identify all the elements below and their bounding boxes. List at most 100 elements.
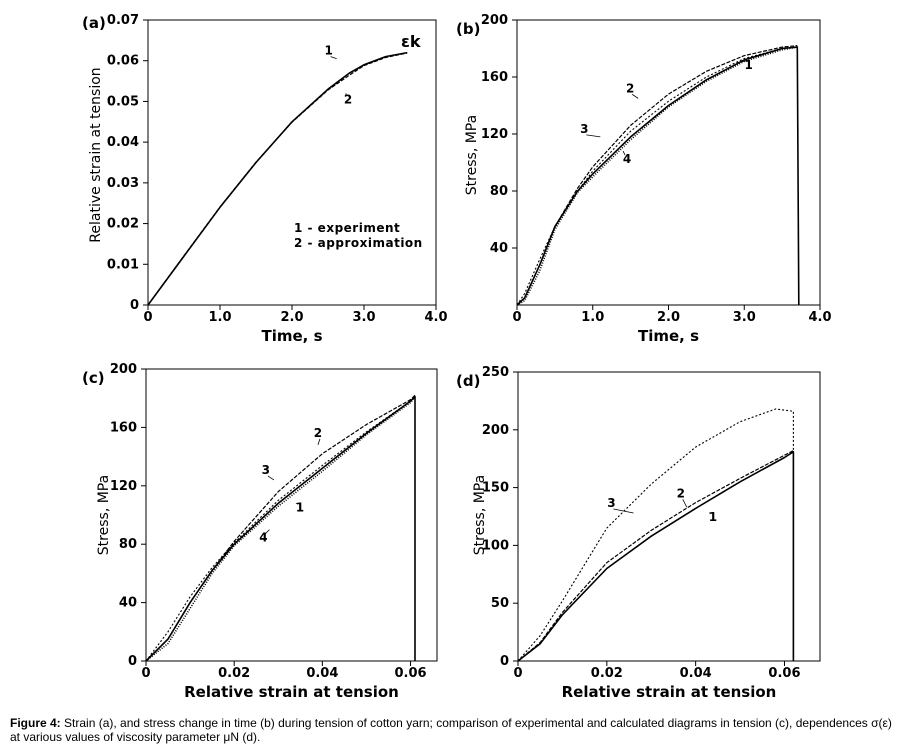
- chart-panel-c: (c) 0 0.02 0.04 0.06 0 40 80 120 160 200 Relative s…: [82, 362, 438, 701]
- end-strain-annotation: εk: [401, 32, 421, 51]
- y-axis-label: Stress, MPa: [96, 475, 112, 555]
- panel-label: (c): [82, 369, 105, 387]
- legend-entry: 2 - approximation: [294, 236, 423, 250]
- x-tick-label: 4.0: [808, 310, 831, 325]
- plot-frame: [517, 371, 821, 662]
- y-tick-label: 80: [490, 184, 508, 199]
- curve-label-4: 4: [259, 531, 267, 545]
- series-line-1: [145, 395, 416, 662]
- y-tick-label: 0: [128, 654, 137, 669]
- y-tick-label: 0.06: [107, 54, 139, 69]
- series-line-3: [145, 396, 416, 662]
- curve-label-leader: [586, 134, 601, 138]
- series-line-3: [517, 408, 794, 662]
- y-tick-label: 50: [491, 596, 509, 611]
- series-line-1: [517, 450, 795, 662]
- curve-label-leader: [613, 508, 634, 514]
- curve-label-leader: [265, 529, 270, 534]
- x-tick-label: 0: [141, 666, 150, 681]
- plot-frame: [147, 19, 437, 306]
- curve-label-leader: [317, 438, 321, 446]
- x-tick-label: 0: [143, 310, 152, 325]
- curve-label-2: 2: [344, 92, 352, 106]
- y-axis-label: Relative strain at tension: [88, 67, 104, 242]
- curve-label-leader: [736, 60, 747, 64]
- curve-label-3: 3: [262, 463, 270, 477]
- curve-label-leader: [267, 475, 275, 481]
- x-tick-label: 1.0: [208, 310, 231, 325]
- curve-label-3: 3: [580, 122, 588, 136]
- series-line-2: [517, 450, 794, 662]
- series-line-2: [516, 45, 798, 306]
- curve-label-leader: [682, 499, 688, 508]
- figure-caption: Figure 4: Strain (a), and stress change …: [10, 716, 902, 744]
- y-tick-label: 40: [119, 596, 137, 611]
- y-tick-label: 100: [482, 538, 509, 553]
- series-line-2: [145, 394, 416, 662]
- x-tick-label: 3.0: [733, 310, 756, 325]
- y-tick-label: 0.02: [107, 217, 139, 232]
- y-axis-label: Stress, MPa: [464, 115, 480, 195]
- curve-label-leader: [622, 150, 626, 156]
- x-axis-label: Time, s: [261, 327, 322, 345]
- x-axis-label: Time, s: [638, 327, 699, 345]
- panel-label: (a): [82, 14, 106, 32]
- y-tick-label: 160: [481, 70, 508, 85]
- chart-panel-b: (b) 0 1.0 2.0 3.0 4.0 40 80 120 160 200 Time, s Stre…: [456, 13, 832, 345]
- y-tick-label: 0.04: [107, 135, 139, 150]
- y-tick-label: 120: [110, 479, 137, 494]
- series-line-2: [147, 52, 408, 306]
- x-axis-label: Relative strain at tension: [562, 683, 777, 701]
- y-tick-label: 160: [110, 420, 137, 435]
- y-tick-label: 0: [130, 298, 139, 313]
- y-tick-label: 200: [110, 362, 137, 377]
- plot-frame: [145, 368, 438, 662]
- curve-label-leader: [631, 94, 639, 99]
- y-tick-label: 0: [500, 654, 509, 669]
- y-tick-label: 120: [481, 127, 508, 142]
- y-tick-label: 0.07: [107, 13, 139, 28]
- x-axis-label: Relative strain at tension: [184, 683, 399, 701]
- series-line-4: [145, 396, 416, 662]
- y-tick-label: 200: [481, 13, 508, 28]
- y-axis-label: Stress, MPa: [472, 475, 488, 555]
- x-tick-label: 0.02: [218, 666, 250, 681]
- y-tick-label: 0.01: [107, 257, 139, 272]
- x-tick-label: 2.0: [657, 310, 680, 325]
- x-tick-label: 0.02: [591, 666, 623, 681]
- curve-label-1: 1: [296, 500, 304, 514]
- x-tick-label: 0.06: [395, 666, 427, 681]
- curve-label-2: 2: [677, 486, 685, 500]
- curve-label-2: 2: [626, 81, 634, 95]
- series-line-3: [516, 46, 798, 306]
- y-tick-label: 40: [490, 241, 508, 256]
- curve-label-2: 2: [314, 426, 322, 440]
- y-tick-label: 150: [482, 481, 509, 496]
- curve-label-1: 1: [709, 510, 717, 524]
- x-tick-label: 0.04: [680, 666, 712, 681]
- curve-label-1: 1: [744, 58, 752, 72]
- x-tick-label: 0: [513, 666, 522, 681]
- x-tick-label: 0.04: [306, 666, 338, 681]
- x-tick-label: 0.06: [768, 666, 800, 681]
- caption-label: Figure 4:: [10, 716, 61, 730]
- y-tick-label: 80: [119, 537, 137, 552]
- series-line-1: [516, 46, 800, 306]
- curve-label-4: 4: [623, 152, 631, 166]
- curve-label-3: 3: [607, 496, 615, 510]
- y-tick-label: 200: [482, 423, 509, 438]
- x-tick-label: 0: [512, 310, 521, 325]
- panel-label: (d): [456, 372, 480, 390]
- figure-4: (a) 0 1.0 2.0 3.0 4.0 0 0.01 0.02 0.03 0.04 0.05 0.0…: [82, 13, 832, 701]
- x-tick-label: 2.0: [280, 310, 303, 325]
- caption-text: Strain (a), and stress change in time (b…: [10, 716, 892, 744]
- plot-frame: [516, 19, 821, 306]
- panel-label: (b): [456, 20, 480, 38]
- x-tick-label: 4.0: [424, 310, 447, 325]
- y-tick-label: 250: [482, 365, 509, 380]
- series-line-1: [147, 51, 408, 306]
- curve-label-1: 1: [324, 44, 332, 58]
- curve-label-leader: [330, 56, 337, 60]
- y-tick-label: 0.03: [107, 176, 139, 191]
- chart-panel-d: (d) 0 0.02 0.04 0.06 0 50 100 150 200 250 Relative …: [456, 365, 821, 701]
